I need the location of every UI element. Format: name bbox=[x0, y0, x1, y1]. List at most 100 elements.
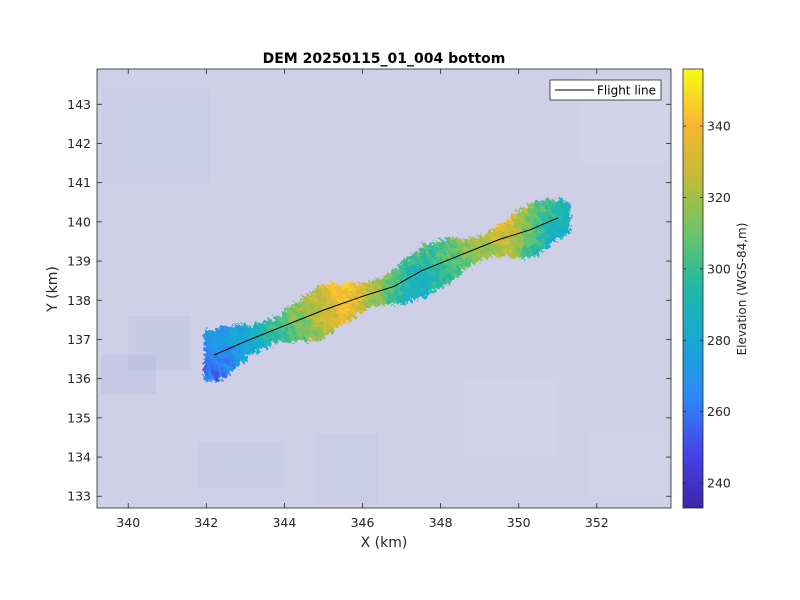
swath-cell bbox=[457, 237, 462, 243]
swath-cell bbox=[457, 246, 462, 251]
swath-cell bbox=[344, 318, 349, 324]
swath-cell bbox=[263, 341, 269, 345]
swath-cell bbox=[334, 318, 339, 324]
swath-cell bbox=[211, 341, 216, 348]
swath-cell bbox=[446, 252, 451, 259]
swath-cell bbox=[235, 352, 240, 358]
swath-cell bbox=[203, 369, 209, 376]
swath-cell bbox=[319, 284, 325, 291]
swath-cell bbox=[534, 212, 539, 220]
swath-cell bbox=[305, 309, 311, 315]
swath-cell bbox=[211, 363, 216, 370]
swath-cell bbox=[379, 286, 385, 290]
swath-cell bbox=[298, 330, 304, 336]
background-patch bbox=[100, 355, 156, 395]
swath-cell bbox=[439, 255, 444, 262]
swath-cell bbox=[432, 241, 437, 248]
swath-cell bbox=[323, 285, 328, 292]
swath-cell bbox=[558, 197, 564, 203]
swath-cell bbox=[471, 254, 476, 259]
swath-cell bbox=[267, 327, 272, 332]
swath-cell bbox=[414, 261, 420, 268]
swath-cell bbox=[225, 363, 230, 370]
swath-cell bbox=[397, 264, 402, 270]
swath-cell bbox=[534, 248, 539, 256]
swath-cell bbox=[548, 233, 553, 240]
swath-cell bbox=[439, 244, 444, 251]
y-tick-label: 133 bbox=[67, 489, 91, 504]
swath-cell bbox=[253, 329, 258, 334]
swath-cell bbox=[485, 237, 490, 242]
swath-cell bbox=[249, 335, 254, 339]
swath-cell bbox=[397, 277, 402, 283]
swath-cell bbox=[319, 320, 325, 327]
swath-cell bbox=[386, 293, 392, 298]
swath-cell bbox=[369, 295, 374, 299]
swath-cell bbox=[488, 253, 493, 257]
swath-cell bbox=[211, 373, 216, 380]
swath-cell bbox=[492, 240, 497, 245]
swath-cell bbox=[407, 280, 413, 287]
swath-cell bbox=[232, 363, 237, 369]
swath-cell bbox=[449, 266, 455, 272]
swath-cell bbox=[344, 304, 349, 310]
swath-cell bbox=[277, 321, 283, 325]
swath-cell bbox=[411, 273, 416, 280]
swath-cell bbox=[551, 213, 557, 219]
swath-cell bbox=[453, 251, 458, 257]
swath-cell bbox=[478, 257, 483, 261]
swath-cell bbox=[499, 223, 504, 228]
swath-cell bbox=[548, 204, 553, 211]
swath-cell bbox=[555, 208, 560, 214]
swath-cell bbox=[400, 294, 406, 300]
swath-cell bbox=[355, 303, 360, 307]
swath-cell bbox=[221, 371, 226, 378]
swath-cell bbox=[284, 315, 290, 321]
swath-cell bbox=[432, 263, 437, 270]
swath-cell bbox=[509, 218, 515, 225]
swath-cell bbox=[344, 291, 349, 297]
swath-cell bbox=[288, 338, 293, 344]
swath-cell bbox=[442, 273, 448, 279]
swath-cell bbox=[555, 212, 560, 218]
swath-cell bbox=[295, 319, 300, 324]
swath-cell bbox=[312, 288, 318, 295]
swath-cell bbox=[376, 293, 381, 297]
swath-cell bbox=[232, 325, 237, 332]
swath-cell bbox=[449, 238, 455, 244]
swath-cell bbox=[277, 324, 283, 328]
swath-cell bbox=[253, 333, 258, 338]
swath-cell bbox=[358, 302, 363, 307]
swath-cell bbox=[372, 300, 377, 304]
swath-cell bbox=[256, 341, 262, 346]
swath-cell bbox=[537, 212, 543, 219]
swath-cell bbox=[509, 253, 515, 259]
swath-cell bbox=[316, 297, 321, 305]
swath-cell bbox=[298, 313, 304, 319]
swath-cell bbox=[421, 273, 427, 281]
swath-cell bbox=[365, 293, 370, 298]
swath-cell bbox=[341, 293, 346, 299]
swath-cell bbox=[537, 206, 543, 213]
swath-cell bbox=[274, 340, 279, 344]
swath-cell bbox=[481, 237, 486, 241]
swath-cell bbox=[537, 246, 543, 253]
swath-cell bbox=[481, 240, 486, 244]
swath-cell bbox=[312, 305, 318, 312]
swath-cell bbox=[478, 249, 483, 253]
swath-cell bbox=[291, 320, 297, 326]
swath-cell bbox=[281, 318, 286, 323]
swath-cell bbox=[221, 360, 226, 367]
swath-cell bbox=[281, 312, 286, 317]
swath-cell bbox=[348, 299, 353, 304]
swath-cell bbox=[309, 328, 314, 334]
swath-cell bbox=[541, 238, 546, 245]
swath-cell bbox=[232, 358, 237, 365]
swath-cell bbox=[523, 245, 529, 251]
swath-cell bbox=[404, 258, 409, 265]
swath-cell bbox=[214, 357, 219, 365]
swath-cell bbox=[281, 331, 286, 336]
swath-cell bbox=[274, 337, 279, 341]
swath-cell bbox=[253, 346, 258, 351]
swath-cell bbox=[337, 302, 342, 308]
